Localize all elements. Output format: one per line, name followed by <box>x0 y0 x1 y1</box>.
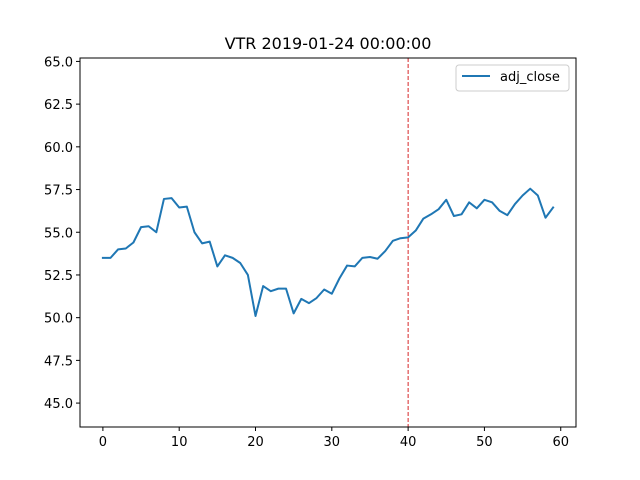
series-line-adj-close <box>101 187 555 317</box>
x-tick-label: 50 <box>476 435 493 450</box>
y-tick-label: 45.0 <box>44 397 73 412</box>
legend-label-adj-close: adj_close <box>500 70 560 85</box>
y-tick-label: 60.0 <box>44 141 73 156</box>
plot-frame <box>79 57 577 428</box>
x-tick-label: 20 <box>247 435 264 450</box>
y-tick-label: 57.5 <box>44 184 73 199</box>
x-tick-label: 60 <box>552 435 569 450</box>
chart-title: VTR 2019-01-24 00:00:00 <box>225 34 432 53</box>
plot-area <box>101 58 555 427</box>
y-tick-label: 47.5 <box>44 354 73 369</box>
y-tick-label: 65.0 <box>44 55 73 70</box>
y-axis: 45.0 47.5 50.0 52.5 55.0 57.5 60.0 62.5 65.0 <box>44 55 80 412</box>
y-tick-label: 62.5 <box>44 98 73 113</box>
x-tick-label: 10 <box>171 435 188 450</box>
y-tick-label: 50.0 <box>44 312 73 327</box>
x-axis: 0 10 20 30 40 50 60 <box>99 427 569 450</box>
y-tick-label: 52.5 <box>44 269 73 284</box>
y-tick-label: 55.0 <box>44 226 73 241</box>
legend: adj_close <box>455 64 570 92</box>
x-tick-label: 0 <box>99 435 107 450</box>
x-tick-label: 30 <box>324 435 341 450</box>
x-tick-label: 40 <box>400 435 417 450</box>
legend-box <box>455 64 570 92</box>
